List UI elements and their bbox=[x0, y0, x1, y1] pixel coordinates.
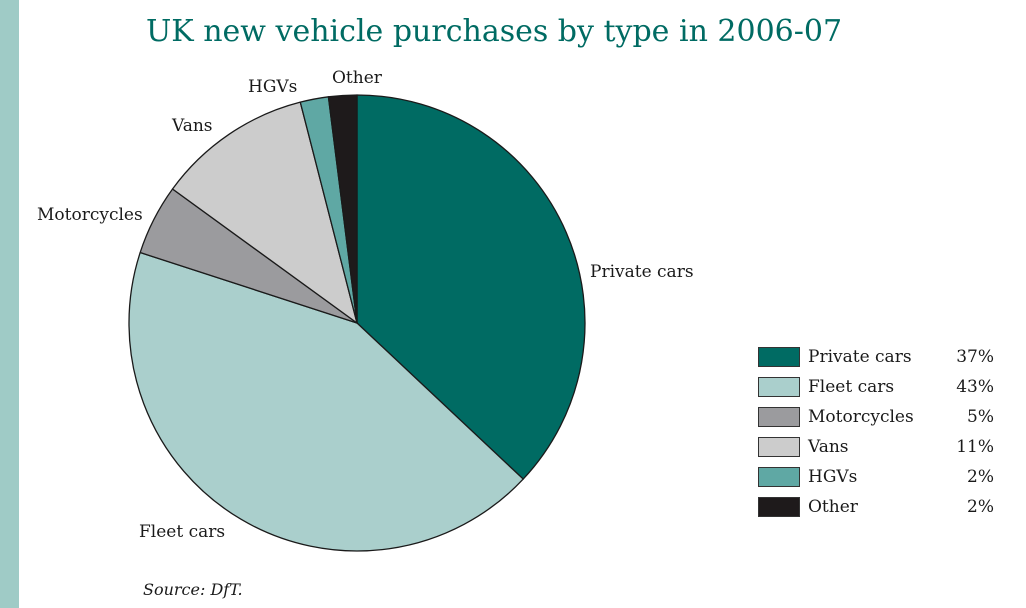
legend-label: Vans bbox=[808, 437, 849, 457]
legend-swatch-motorcycles bbox=[758, 407, 800, 427]
source-note: Source: DfT. bbox=[143, 580, 243, 599]
chart-title: UK new vehicle purchases by type in 2006… bbox=[146, 14, 843, 49]
legend-swatch-vans bbox=[758, 437, 800, 457]
slice-label-vans: Vans bbox=[172, 116, 213, 136]
legend-label: HGVs bbox=[808, 467, 858, 487]
legend-value: 2% bbox=[967, 497, 994, 517]
pie-chart bbox=[128, 94, 586, 552]
legend-swatch-fleet-cars bbox=[758, 377, 800, 397]
legend-swatch-private-cars bbox=[758, 347, 800, 367]
pie-slice-fleet-cars bbox=[128, 251, 524, 552]
legend-value: 11% bbox=[956, 437, 994, 457]
slice-label-private-cars: Private cars bbox=[590, 262, 694, 282]
legend-label: Other bbox=[808, 497, 858, 517]
legend-value: 43% bbox=[956, 377, 994, 397]
legend-swatch-other bbox=[758, 497, 800, 517]
legend-value: 2% bbox=[967, 467, 994, 487]
slice-label-other: Other bbox=[332, 68, 382, 88]
legend-swatch-hgvs bbox=[758, 467, 800, 487]
legend-label: Fleet cars bbox=[808, 377, 895, 397]
pie-slice-vans bbox=[171, 101, 358, 324]
slice-label-fleet-cars: Fleet cars bbox=[139, 522, 226, 542]
pie-slice-other bbox=[327, 94, 358, 324]
legend-value: 37% bbox=[956, 347, 994, 367]
chart-frame: UK new vehicle purchases by type in 2006… bbox=[19, 0, 1026, 608]
slice-label-hgvs: HGVs bbox=[248, 77, 298, 97]
legend-label: Motorcycles bbox=[808, 407, 914, 427]
legend-value: 5% bbox=[967, 407, 994, 427]
legend-label: Private cars bbox=[808, 347, 912, 367]
slice-label-motorcycles: Motorcycles bbox=[37, 205, 143, 225]
pie-slice-private-cars bbox=[356, 94, 586, 480]
